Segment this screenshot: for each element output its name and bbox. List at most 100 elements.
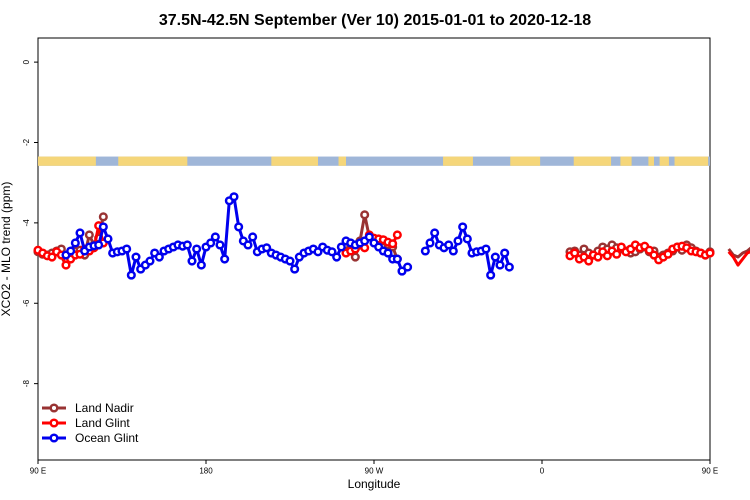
series-line bbox=[65, 195, 394, 277]
data-point bbox=[663, 249, 673, 259]
x-tick-label: 0 bbox=[540, 467, 545, 476]
legend-marker bbox=[49, 403, 59, 413]
series-line bbox=[727, 246, 750, 259]
data-point bbox=[570, 248, 580, 258]
data-point bbox=[430, 228, 440, 238]
land-band bbox=[338, 156, 346, 166]
land-band bbox=[118, 156, 188, 166]
y-tick-label: -8 bbox=[22, 380, 31, 388]
land-band bbox=[38, 156, 96, 166]
data-point bbox=[229, 192, 239, 202]
land-band bbox=[443, 156, 473, 166]
data-point bbox=[103, 234, 113, 244]
data-point bbox=[131, 252, 141, 262]
x-axis-label: Longitude bbox=[348, 477, 401, 491]
data-point bbox=[327, 247, 337, 257]
land-ocean-strip bbox=[38, 156, 710, 166]
data-point bbox=[206, 238, 216, 248]
data-point bbox=[94, 240, 104, 250]
legend-label: Land Nadir bbox=[75, 401, 134, 415]
x-tick-label: 90 E bbox=[702, 467, 718, 476]
data-point bbox=[285, 256, 295, 266]
y-axis-label: XCO2 - MLO trend (ppm) bbox=[0, 182, 13, 317]
y-tick-label: -4 bbox=[22, 219, 31, 227]
data-point bbox=[388, 239, 398, 249]
data-point bbox=[192, 244, 202, 254]
data-point bbox=[453, 236, 463, 246]
data-point bbox=[612, 249, 622, 259]
data-point bbox=[98, 222, 108, 232]
y-tick-label: -6 bbox=[22, 299, 31, 307]
data-point bbox=[70, 238, 80, 248]
y-axis: 0 -2 -4 -6 -8 bbox=[22, 59, 38, 387]
data-point bbox=[420, 246, 430, 256]
data-point bbox=[61, 260, 71, 270]
y-tick-label: -2 bbox=[22, 138, 31, 146]
data-point bbox=[448, 246, 458, 256]
series-layer bbox=[33, 192, 750, 280]
data-point bbox=[481, 244, 491, 254]
data-point bbox=[290, 264, 300, 274]
series-ocean-glint bbox=[61, 192, 514, 280]
data-point bbox=[182, 240, 192, 250]
data-point bbox=[66, 246, 76, 256]
legend-label: Land Glint bbox=[75, 416, 130, 430]
data-point bbox=[403, 262, 413, 272]
data-point bbox=[350, 252, 360, 262]
data-point bbox=[332, 252, 342, 262]
legend-marker bbox=[49, 433, 59, 443]
data-point bbox=[425, 238, 435, 248]
data-point bbox=[458, 222, 468, 232]
data-point bbox=[98, 212, 108, 222]
x-tick-label: 90 E bbox=[30, 467, 46, 476]
data-point bbox=[145, 256, 155, 266]
data-point bbox=[248, 232, 258, 242]
legend-marker bbox=[49, 418, 59, 428]
data-point bbox=[500, 248, 510, 258]
land-band bbox=[573, 156, 612, 166]
data-point bbox=[196, 260, 206, 270]
data-point bbox=[47, 252, 57, 262]
data-point bbox=[486, 270, 496, 280]
land-band bbox=[271, 156, 318, 166]
data-point bbox=[234, 222, 244, 232]
data-point bbox=[336, 242, 346, 252]
data-point bbox=[383, 248, 393, 258]
data-point bbox=[584, 256, 594, 266]
data-point bbox=[360, 210, 370, 220]
legend-label: Ocean Glint bbox=[75, 431, 139, 445]
data-point bbox=[444, 240, 454, 250]
data-point bbox=[490, 252, 500, 262]
chart-title: 37.5N-42.5N September (Ver 10) 2015-01-0… bbox=[159, 12, 591, 29]
land-band bbox=[659, 156, 669, 166]
data-point bbox=[462, 234, 472, 244]
data-point bbox=[705, 248, 715, 258]
data-point bbox=[187, 256, 197, 266]
x-tick-label: 180 bbox=[199, 467, 213, 476]
series-line bbox=[727, 250, 750, 267]
data-point bbox=[364, 232, 374, 242]
data-point bbox=[215, 240, 225, 250]
data-point bbox=[243, 240, 253, 250]
x-tick-label: 90 W bbox=[365, 467, 384, 476]
data-point bbox=[210, 232, 220, 242]
data-point bbox=[397, 266, 407, 276]
ocean-band bbox=[38, 156, 710, 166]
land-band bbox=[620, 156, 632, 166]
data-point bbox=[495, 260, 505, 270]
land-band bbox=[648, 156, 654, 166]
data-point bbox=[593, 252, 603, 262]
data-point bbox=[392, 254, 402, 264]
land-band bbox=[674, 156, 709, 166]
data-point bbox=[126, 270, 136, 280]
data-point bbox=[154, 252, 164, 262]
data-point bbox=[392, 230, 402, 240]
data-point bbox=[75, 228, 85, 238]
data-point bbox=[220, 254, 230, 264]
land-band bbox=[510, 156, 541, 166]
data-point bbox=[504, 262, 514, 272]
data-point bbox=[84, 230, 94, 240]
